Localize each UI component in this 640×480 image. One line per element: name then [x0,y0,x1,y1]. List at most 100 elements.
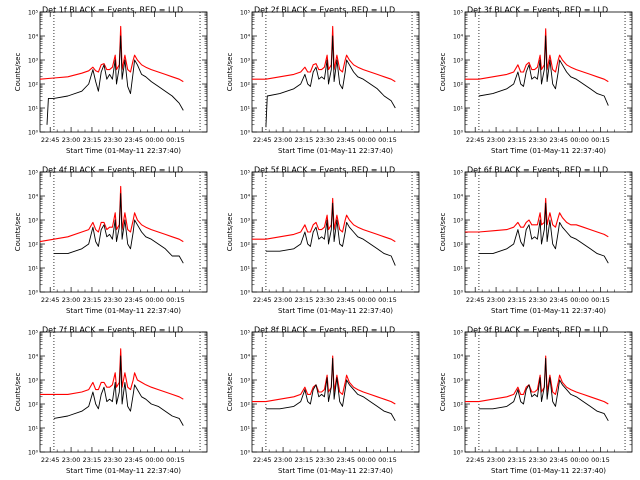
y-tick-label: 10³ [453,378,464,385]
chart-panel-7: Det 7f BLACK = Events, RED = LLD Counts/s… [14,326,208,475]
y-tick-label: 10⁴ [453,354,464,361]
y-tick-label: 10² [453,82,464,89]
y-tick-label: 10¹ [453,266,464,273]
series-line-events [265,357,396,422]
x-tick-label: 23:15 [295,456,314,464]
y-axis-label: Counts/sec [439,373,447,412]
y-tick-label: 10⁴ [240,354,251,361]
y-axis-label: Counts/sec [439,53,447,92]
y-tick-label: 10⁰ [28,290,39,297]
y-tick-label: 10⁰ [453,290,464,297]
x-axis-label: Start Time (01-May-11 22:37:40) [278,467,393,475]
y-tick-label: 10³ [28,218,39,225]
x-tick-label: 00:15 [591,296,610,304]
chart-panel-2: Det 2f BLACK = Events, RED = LLD Counts/s… [226,6,420,155]
x-tick-label: 00:00 [357,296,376,304]
y-tick-label: 10³ [28,378,39,385]
y-tick-label: 10⁵ [28,330,39,337]
x-tick-label: 00:00 [145,296,164,304]
x-tick-label: 22:45 [466,456,485,464]
chart-panel-6: Det 6f BLACK = Events, RED = LLD Counts/s… [439,166,633,315]
y-tick-label: 10⁵ [28,10,39,17]
x-tick-label: 23:15 [295,136,314,144]
x-tick-label: 22:45 [466,296,485,304]
x-tick-label: 22:45 [41,296,60,304]
x-tick-label: 00:00 [570,136,589,144]
x-tick-label: 22:45 [253,136,272,144]
x-tick-label: 23:45 [549,456,568,464]
y-axis-label: Counts/sec [14,53,22,92]
chart-panel-5: Det 5f BLACK = Events, RED = LLD Counts/s… [226,166,420,315]
y-tick-label: 10⁰ [240,290,251,297]
y-tick-label: 10² [28,82,39,89]
y-axis-label: Counts/sec [226,213,234,252]
x-axis-label: Start Time (01-May-11 22:37:40) [66,467,181,475]
series-line-events [265,35,396,128]
x-tick-label: 23:45 [549,296,568,304]
y-tick-label: 10⁵ [453,10,464,17]
series-line-lld [40,348,184,400]
y-axis-label: Counts/sec [439,213,447,252]
x-tick-label: 23:15 [508,456,527,464]
y-tick-label: 10³ [240,58,251,65]
x-tick-label: 22:45 [253,456,272,464]
series-line-events [46,35,184,125]
y-tick-label: 10¹ [240,106,251,113]
x-axis-label: Start Time (01-May-11 22:37:40) [278,307,393,315]
x-tick-label: 23:45 [336,296,355,304]
chart-title: Det 5f BLACK = Events, RED = LLD [254,166,395,175]
series-line-events [53,355,184,426]
chart-title: Det 2f BLACK = Events, RED = LLD [254,6,395,15]
y-tick-label: 10⁴ [453,34,464,41]
x-tick-label: 23:00 [274,136,293,144]
x-tick-label: 00:00 [145,456,164,464]
y-tick-label: 10⁰ [240,130,251,137]
x-tick-label: 00:00 [570,456,589,464]
x-tick-label: 23:45 [124,296,143,304]
series-line-events [478,357,609,422]
y-tick-label: 10⁵ [240,330,251,337]
x-tick-label: 23:30 [528,456,547,464]
y-axis-label: Counts/sec [14,213,22,252]
x-tick-label: 00:15 [166,296,185,304]
x-tick-label: 23:00 [274,296,293,304]
x-tick-label: 23:30 [103,456,122,464]
y-tick-label: 10¹ [453,106,464,113]
x-tick-label: 00:00 [357,136,376,144]
chart-title: Det 3f BLACK = Events, RED = LLD [467,6,608,15]
chart-title: Det 4f BLACK = Events, RED = LLD [42,166,183,175]
x-axis-label: Start Time (01-May-11 22:37:40) [66,147,181,155]
y-tick-label: 10⁴ [240,194,251,201]
chart-panel-8: Det 8f BLACK = Events, RED = LLD Counts/s… [226,326,420,475]
x-tick-label: 00:15 [591,456,610,464]
y-tick-label: 10⁵ [240,170,251,177]
chart-title: Det 9f BLACK = Events, RED = LLD [467,326,608,335]
x-tick-label: 23:15 [508,296,527,304]
y-tick-label: 10² [453,402,464,409]
y-axis-label: Counts/sec [226,373,234,412]
x-tick-label: 23:45 [124,456,143,464]
x-tick-label: 23:45 [549,136,568,144]
x-tick-label: 23:15 [295,296,314,304]
x-tick-label: 00:15 [378,456,397,464]
x-axis-label: Start Time (01-May-11 22:37:40) [491,467,606,475]
x-tick-label: 00:00 [570,296,589,304]
y-tick-label: 10² [240,242,251,249]
x-tick-label: 23:30 [528,136,547,144]
y-tick-label: 10⁵ [240,10,251,17]
x-tick-label: 23:30 [528,296,547,304]
x-tick-label: 23:30 [103,296,122,304]
plot-frame [464,11,633,133]
series-line-lld [465,197,609,238]
y-tick-label: 10⁵ [453,330,464,337]
y-tick-label: 10² [28,402,39,409]
chart-panel-3: Det 3f BLACK = Events, RED = LLD Counts/s… [439,6,633,155]
series-line-lld [39,185,184,243]
plot-frame [251,171,420,293]
x-tick-label: 22:45 [41,136,60,144]
x-tick-label: 23:30 [315,296,334,304]
x-tick-label: 23:15 [83,456,102,464]
series-line-lld [465,28,609,83]
y-tick-label: 10⁵ [453,170,464,177]
